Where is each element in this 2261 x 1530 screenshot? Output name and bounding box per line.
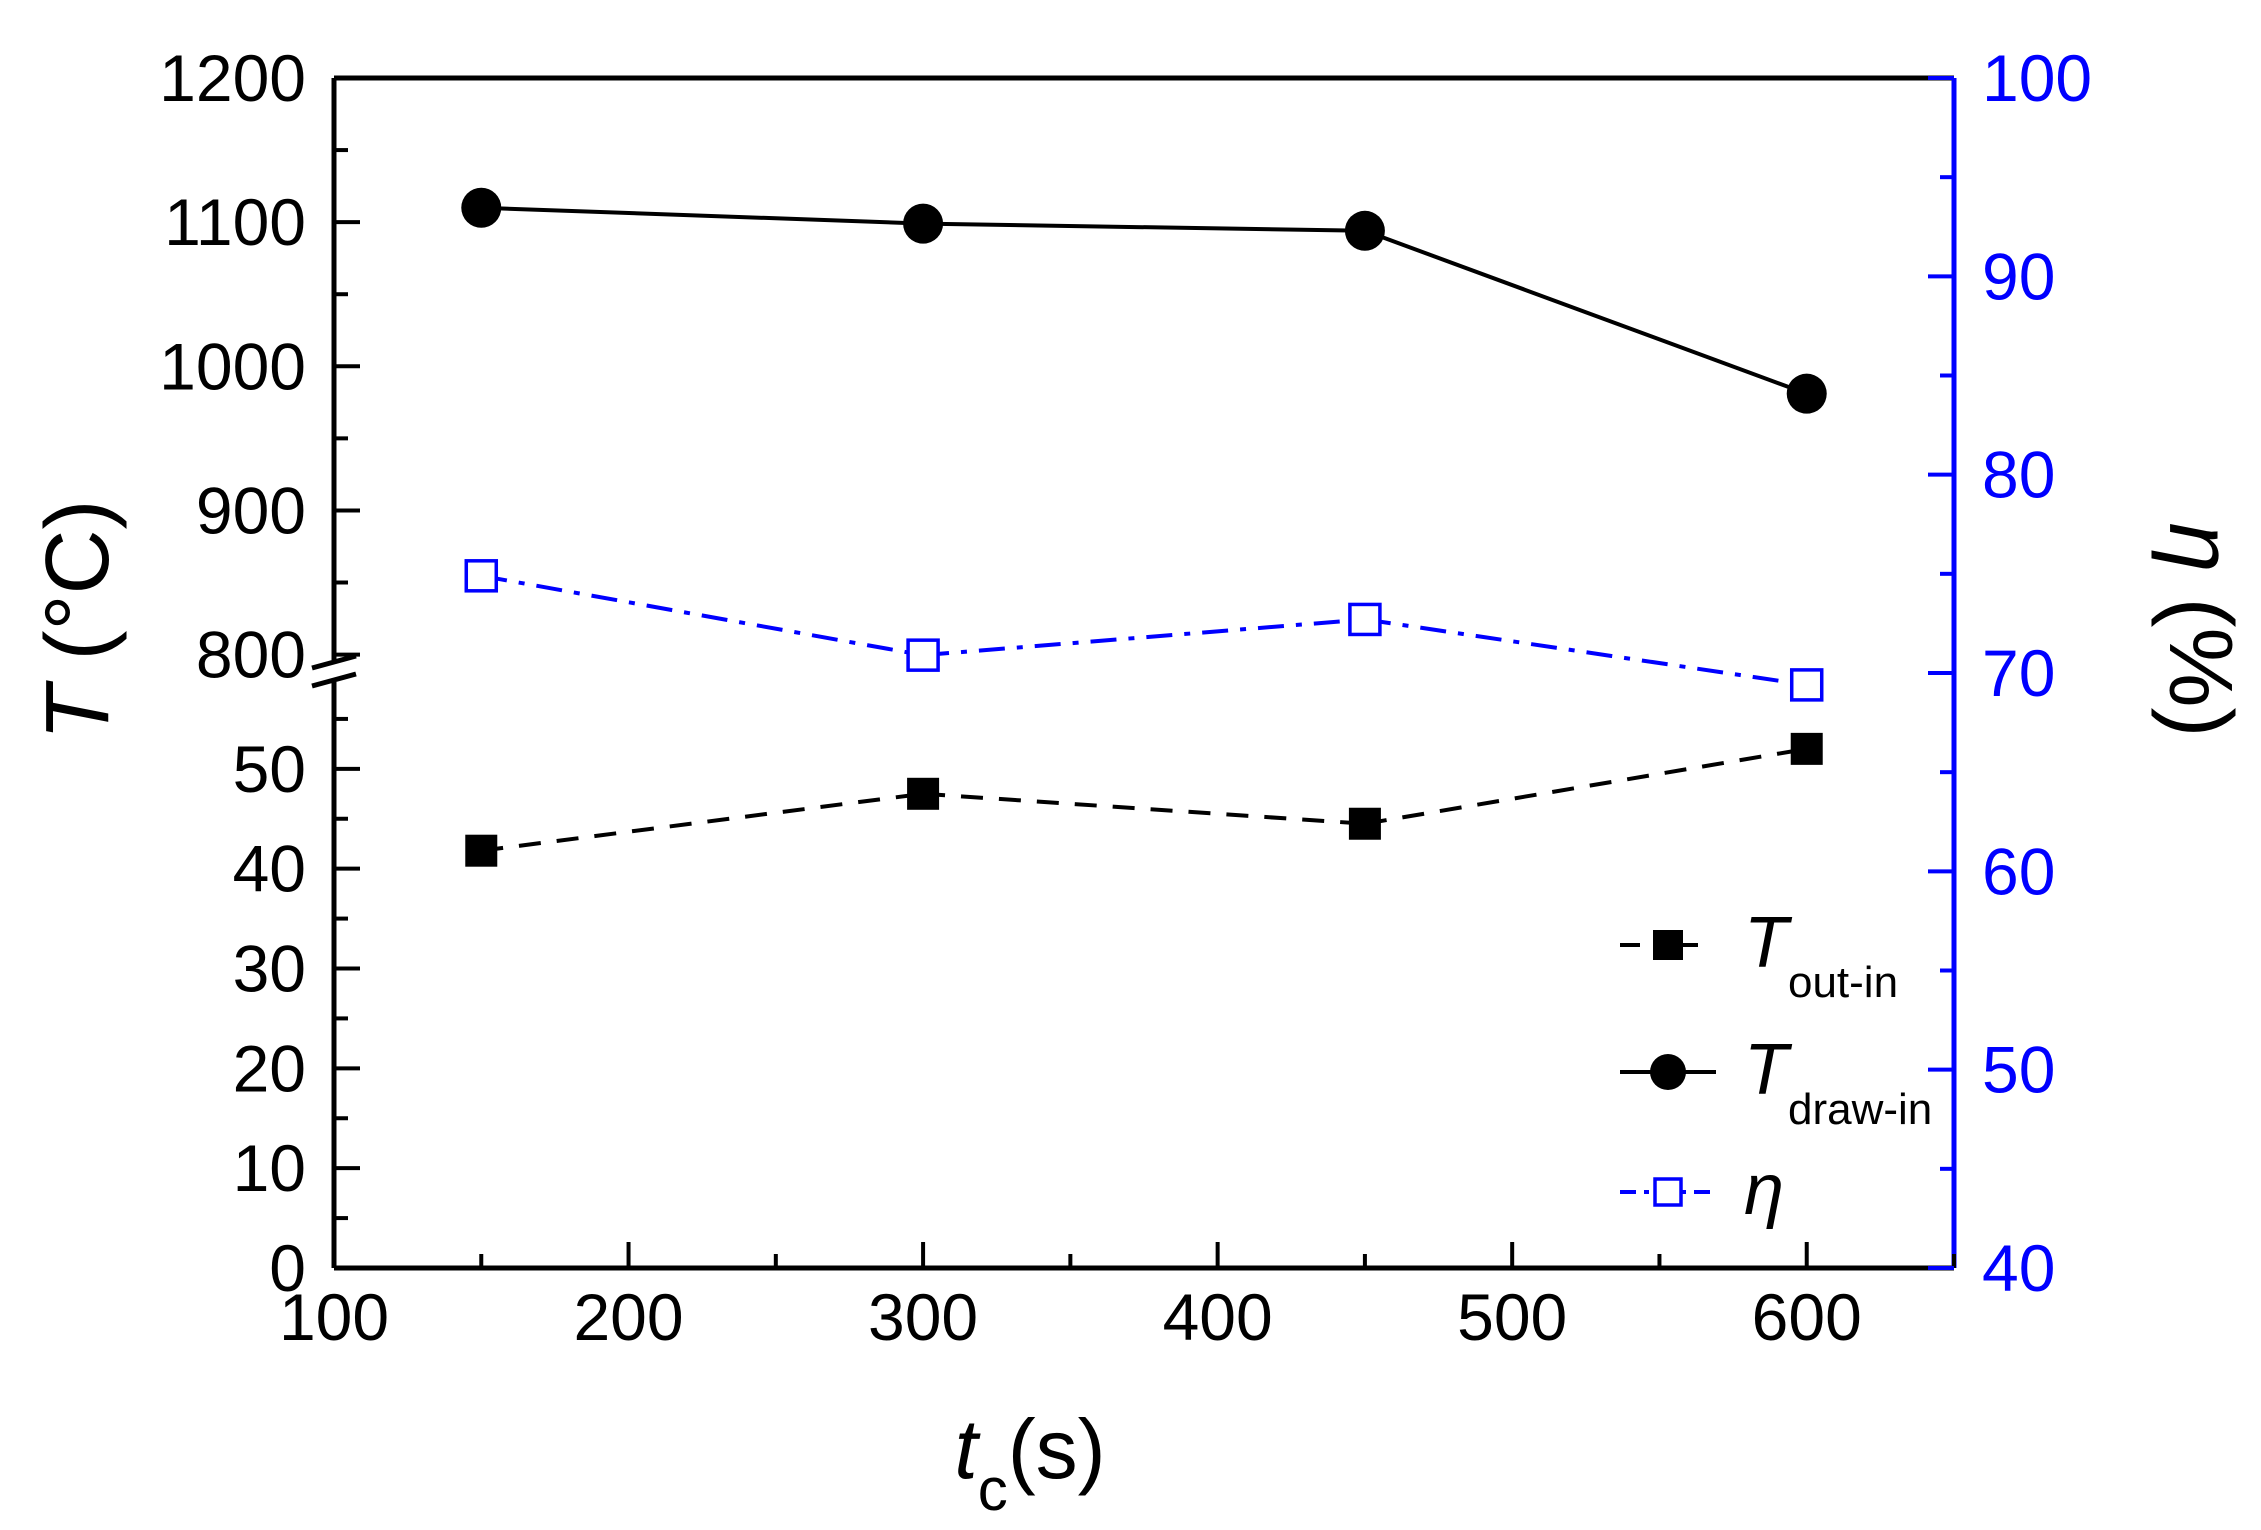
series-line-segment xyxy=(1364,617,1808,687)
y-left-tick-label: 1200 xyxy=(159,41,306,115)
y-left-tick-label: 1000 xyxy=(159,329,306,403)
axis-break-marks xyxy=(311,653,357,689)
legend-label: Tout-in xyxy=(1744,903,1898,1007)
legend-item-2: Tdraw-in xyxy=(1620,1030,1932,1134)
y-left-tick-label: 900 xyxy=(196,473,306,547)
legend-label-main: T xyxy=(1744,1030,1793,1110)
series-1-line xyxy=(481,746,1808,853)
y-right-tick-label: 90 xyxy=(1982,239,2055,313)
series-1-point xyxy=(1790,732,1823,765)
series-2-line xyxy=(481,205,1808,396)
legend-label-sub: draw-in xyxy=(1788,1085,1932,1134)
y-right-tick-label: 40 xyxy=(1982,1231,2055,1305)
y-right-tick-label: 80 xyxy=(1982,438,2055,512)
series-3-point xyxy=(906,638,940,672)
y-left-tick-label: 30 xyxy=(233,932,306,1006)
x-axis-title-main: t xyxy=(954,1402,981,1496)
series-line-segment xyxy=(480,573,924,658)
series-line-segment xyxy=(481,791,924,853)
y-left-tick-label: 1100 xyxy=(164,185,306,259)
series-3 xyxy=(464,559,1824,702)
y-right-ticks: 40 50 60 70 80 90 100 xyxy=(1928,41,2092,1305)
x-tick-label: 500 xyxy=(1457,1280,1567,1354)
series-line-segment xyxy=(922,617,1366,658)
y-left-tick-label: 50 xyxy=(233,732,306,806)
y-right-axis-title: η (%) xyxy=(2150,523,2250,738)
legend-item-3: η xyxy=(1620,1150,1784,1230)
series-line-segment xyxy=(1364,746,1808,826)
x-tick-label: 200 xyxy=(573,1280,683,1354)
series-1-point xyxy=(1348,807,1381,840)
x-axis-title: tc(s) xyxy=(954,1402,1105,1523)
legend-label: η xyxy=(1744,1150,1784,1230)
legend-label-main: η xyxy=(1744,1150,1784,1230)
y-right-tick-label: 70 xyxy=(1982,636,2055,710)
y-left-axis-title: T (°C) xyxy=(28,500,128,741)
y-left-tick-label: 10 xyxy=(233,1131,306,1205)
series-3-point xyxy=(464,559,499,593)
series-line-segment xyxy=(923,221,1365,233)
y-left-tick-label: 800 xyxy=(196,618,306,692)
series-layer xyxy=(461,187,1827,867)
y-right-axis-title-main: η xyxy=(2150,523,2250,573)
y-left-tick-label: 20 xyxy=(233,1031,306,1105)
series-2-point xyxy=(903,203,944,244)
legend-marker xyxy=(1653,930,1683,960)
series-2 xyxy=(461,187,1827,414)
y-left-axis-title-main: T xyxy=(28,679,128,740)
legend-marker xyxy=(1653,1177,1683,1207)
x-tick-label: 100 xyxy=(279,1280,389,1354)
series-3-point xyxy=(1348,602,1382,637)
x-tick-label: 400 xyxy=(1163,1280,1273,1354)
x-axis-title-sub: c xyxy=(978,1456,1008,1523)
legend-label: Tdraw-in xyxy=(1744,1030,1932,1134)
y-left-tick-label: 40 xyxy=(233,832,306,906)
series-2-point xyxy=(461,187,502,228)
y-left-tick-label: 0 xyxy=(269,1231,306,1305)
y-right-tick-label: 60 xyxy=(1982,834,2055,908)
y-right-tick-label: 100 xyxy=(1982,41,2092,115)
legend-label-main: T xyxy=(1744,903,1793,983)
x-tick-label: 600 xyxy=(1752,1280,1862,1354)
legend-label-sub: out-in xyxy=(1788,958,1898,1007)
legend-item-1: Tout-in xyxy=(1620,903,1898,1007)
series-line-segment xyxy=(481,205,924,226)
series-2-point xyxy=(1786,373,1827,414)
y-right-tick-label: 50 xyxy=(1982,1033,2055,1107)
x-ticks: 100 200 300 400 500 600 xyxy=(279,1242,1956,1354)
axis-break-line-lower xyxy=(311,671,357,689)
series-2-point xyxy=(1344,210,1385,251)
x-axis-title-unit: (s) xyxy=(1008,1402,1106,1496)
series-3-line xyxy=(480,573,1808,687)
series-1-point xyxy=(907,777,940,810)
series-1 xyxy=(465,732,1823,867)
y-left-axis-title-unit: (°C) xyxy=(28,500,128,686)
x-tick-label: 300 xyxy=(868,1280,978,1354)
series-line-segment xyxy=(1364,228,1808,396)
axis-break-line-upper xyxy=(311,653,357,671)
legend-marker xyxy=(1650,1054,1686,1090)
series-1-point xyxy=(465,834,498,867)
series-3-point xyxy=(1789,668,1824,702)
series-line-segment xyxy=(922,791,1366,826)
y-left-ticks: 0 10 20 30 40 50 800 900 1000 1100 1200 xyxy=(159,41,360,1305)
y-right-axis-title-unit: (%) xyxy=(2150,572,2250,737)
